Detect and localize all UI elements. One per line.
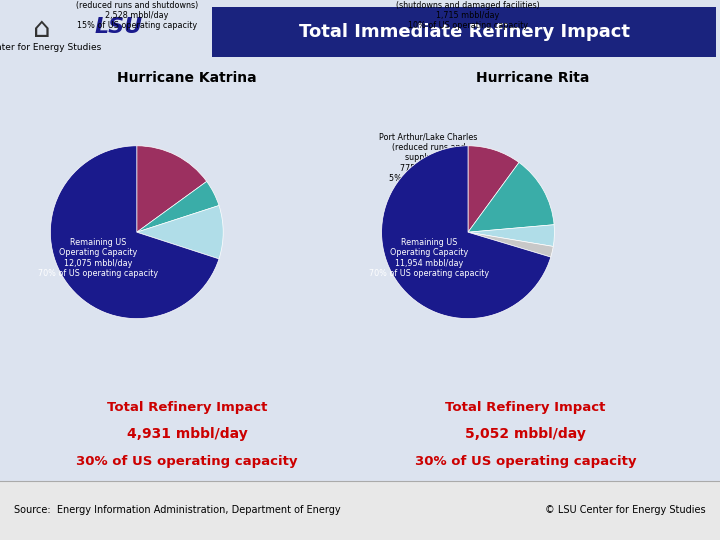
Text: Midwest
(reduced runs –
supplied by
Capline Pipeline)
1,628 mbbl/day
10% of US o: Midwest (reduced runs – supplied by Capl… [387,205,470,276]
Text: Total Immediate Refinery Impact: Total Immediate Refinery Impact [299,23,630,41]
Wedge shape [382,146,551,319]
Wedge shape [50,146,219,319]
Text: Remaining US
Operating Capacity
12,075 mbbl/day
70% of US operating capacity: Remaining US Operating Capacity 12,075 m… [38,238,158,278]
Wedge shape [468,146,519,232]
Text: Hurricane Katrina: Hurricane Katrina [117,71,257,85]
Wedge shape [137,146,207,232]
Text: LSU: LSU [95,17,143,37]
Text: Total Refinery Impact: Total Refinery Impact [446,401,606,414]
Text: 5,052 mbbl/day: 5,052 mbbl/day [465,427,586,441]
Wedge shape [137,206,223,259]
Text: Center for Energy Studies: Center for Energy Studies [0,43,101,52]
Wedge shape [137,181,219,232]
Text: Total Refinery Impact: Total Refinery Impact [107,401,267,414]
Text: Port Arthur/Lake Charles
(shutdowns and damaged facilities)
1,715 mbbl/day
10% o: Port Arthur/Lake Charles (shutdowns and … [396,0,540,30]
Text: 4,931 mbbl/day: 4,931 mbbl/day [127,427,248,441]
Text: Source:  Energy Information Administration, Department of Energy: Source: Energy Information Administratio… [14,505,341,515]
Text: Port Arthur/Lake Charles
(reduced runs and
supply loss)
775 mbbl/day
5% of US op: Port Arthur/Lake Charles (reduced runs a… [379,133,477,193]
Text: Remaining US
Operating Capacity
11,954 mbbl/day
70% of US operating capacity: Remaining US Operating Capacity 11,954 m… [369,238,489,278]
Text: LA/MS/AL Gulf Coast Refiners
(reduced runs and shutdowns)
2,528 mbbl/day
15% of : LA/MS/AL Gulf Coast Refiners (reduced ru… [76,0,198,30]
Text: 30% of US operating capacity: 30% of US operating capacity [76,455,298,468]
Text: Hurricane Rita: Hurricane Rita [476,71,590,85]
Wedge shape [468,232,553,257]
Text: 30% of US operating capacity: 30% of US operating capacity [415,455,636,468]
Wedge shape [468,225,554,246]
Text: © LSU Center for Energy Studies: © LSU Center for Energy Studies [545,505,706,515]
Wedge shape [468,163,554,232]
Text: ⌂: ⌂ [33,15,51,43]
